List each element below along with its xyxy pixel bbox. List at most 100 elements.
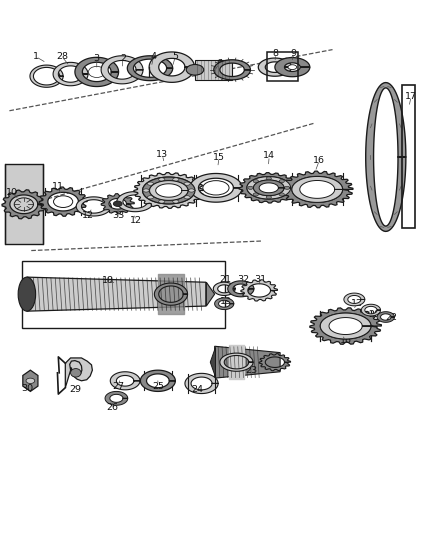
Polygon shape	[2, 190, 46, 219]
Text: 24: 24	[191, 385, 203, 394]
Polygon shape	[105, 391, 128, 405]
Text: 16: 16	[339, 336, 352, 345]
Text: 30: 30	[21, 384, 33, 393]
Text: 5: 5	[172, 52, 178, 61]
Polygon shape	[282, 171, 353, 208]
Polygon shape	[141, 370, 175, 391]
Text: 6: 6	[216, 59, 222, 68]
Text: 9: 9	[290, 50, 296, 58]
Text: 20: 20	[368, 310, 380, 319]
Ellipse shape	[186, 64, 204, 75]
Ellipse shape	[147, 182, 153, 185]
Ellipse shape	[159, 178, 165, 181]
Text: 10: 10	[6, 188, 18, 197]
Ellipse shape	[266, 196, 272, 199]
Polygon shape	[195, 60, 232, 80]
Polygon shape	[361, 304, 381, 316]
Text: 22: 22	[385, 312, 397, 321]
Polygon shape	[53, 62, 88, 86]
Ellipse shape	[279, 193, 284, 196]
Polygon shape	[259, 353, 290, 371]
Polygon shape	[76, 197, 111, 216]
Ellipse shape	[143, 189, 149, 192]
Text: 3: 3	[94, 54, 100, 62]
Polygon shape	[190, 173, 242, 202]
Ellipse shape	[184, 196, 190, 199]
Ellipse shape	[253, 180, 258, 183]
Polygon shape	[117, 191, 153, 212]
Polygon shape	[110, 372, 140, 390]
Polygon shape	[275, 58, 310, 77]
Polygon shape	[65, 358, 92, 387]
Polygon shape	[214, 60, 251, 80]
Polygon shape	[215, 346, 280, 378]
Ellipse shape	[147, 196, 153, 199]
Polygon shape	[101, 193, 134, 214]
Ellipse shape	[266, 177, 272, 180]
Ellipse shape	[173, 178, 179, 181]
Polygon shape	[27, 277, 206, 311]
Polygon shape	[258, 58, 291, 76]
Text: 4: 4	[151, 52, 156, 61]
Ellipse shape	[71, 368, 81, 377]
Text: 29: 29	[69, 385, 81, 394]
Polygon shape	[366, 83, 406, 231]
Text: 28: 28	[56, 52, 68, 61]
Text: 27: 27	[113, 382, 124, 391]
Text: 15: 15	[213, 153, 225, 162]
Polygon shape	[213, 282, 235, 295]
Ellipse shape	[285, 186, 290, 189]
Text: 8: 8	[273, 50, 279, 58]
Polygon shape	[228, 281, 254, 297]
Ellipse shape	[173, 200, 179, 203]
Ellipse shape	[188, 189, 194, 192]
Text: 12: 12	[350, 299, 363, 308]
Polygon shape	[377, 312, 395, 322]
Text: 23: 23	[246, 366, 258, 375]
Ellipse shape	[184, 182, 190, 185]
Polygon shape	[254, 180, 284, 196]
Ellipse shape	[18, 277, 35, 311]
Ellipse shape	[288, 64, 297, 69]
Ellipse shape	[279, 180, 284, 183]
Polygon shape	[30, 65, 63, 87]
Ellipse shape	[253, 193, 258, 196]
Polygon shape	[185, 373, 218, 393]
Polygon shape	[292, 176, 343, 203]
Polygon shape	[310, 308, 381, 344]
Ellipse shape	[203, 181, 229, 195]
Text: 26: 26	[106, 403, 118, 412]
Polygon shape	[150, 181, 188, 200]
Polygon shape	[23, 370, 38, 391]
Polygon shape	[149, 52, 194, 83]
Text: 12: 12	[82, 211, 94, 220]
Polygon shape	[101, 56, 143, 84]
Ellipse shape	[26, 378, 35, 383]
Polygon shape	[39, 187, 87, 216]
Polygon shape	[206, 282, 215, 306]
Polygon shape	[210, 348, 215, 377]
Polygon shape	[344, 293, 365, 306]
Ellipse shape	[88, 67, 105, 77]
Text: 17: 17	[405, 92, 417, 101]
Text: 31: 31	[254, 274, 267, 284]
Text: 33: 33	[113, 211, 125, 220]
Ellipse shape	[14, 198, 33, 211]
Polygon shape	[75, 58, 119, 86]
Text: 14: 14	[263, 151, 275, 160]
Polygon shape	[220, 353, 253, 372]
Ellipse shape	[113, 201, 122, 206]
Ellipse shape	[248, 186, 253, 189]
Text: 32: 32	[237, 274, 249, 284]
Polygon shape	[320, 313, 371, 339]
Text: 13: 13	[156, 150, 168, 159]
Ellipse shape	[159, 200, 165, 203]
FancyBboxPatch shape	[5, 165, 42, 244]
Text: 18: 18	[102, 276, 114, 285]
Text: 2: 2	[120, 54, 126, 62]
Ellipse shape	[53, 196, 73, 207]
Text: 12: 12	[130, 216, 142, 225]
Text: 16: 16	[314, 156, 325, 165]
Polygon shape	[215, 298, 234, 310]
Text: 25: 25	[152, 382, 164, 391]
